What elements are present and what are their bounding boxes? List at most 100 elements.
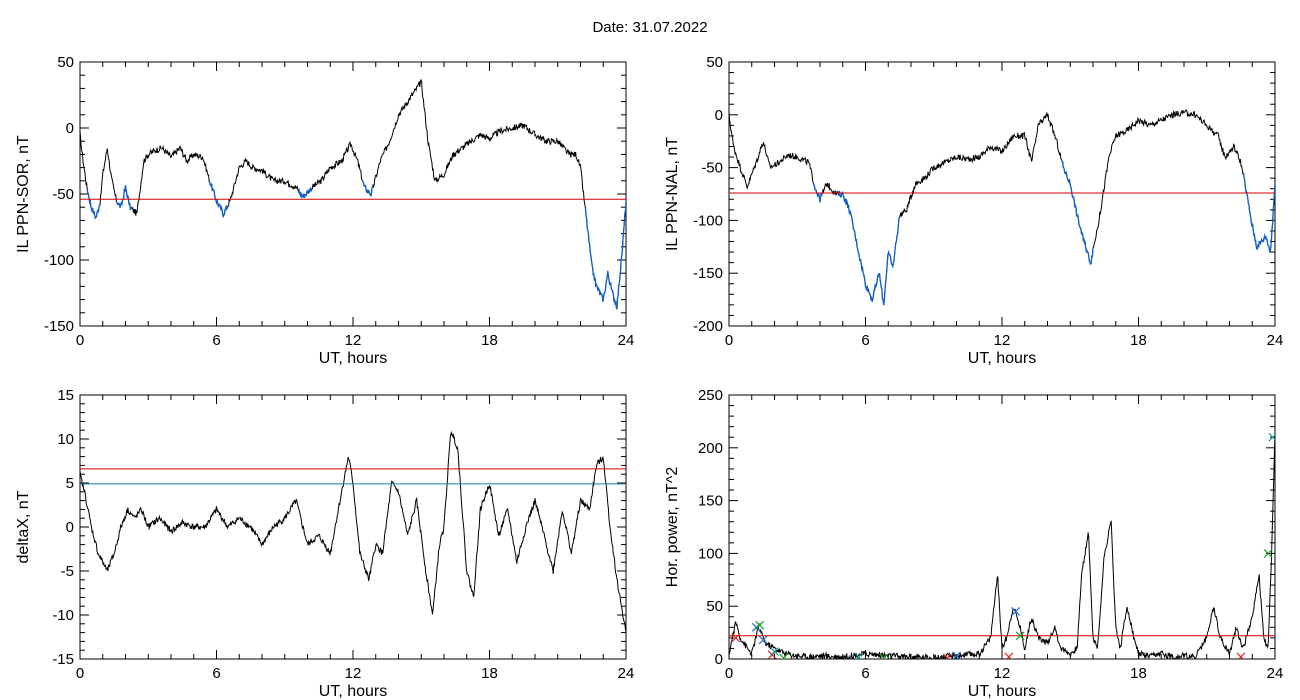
event-marker: [758, 635, 768, 645]
event-marker: [770, 647, 779, 657]
plot-frame: [728, 394, 1276, 660]
panel-sor: 0 6 12 18 24 50 0 -50 -100 -150 UT, hours IL PPN-SO…: [15, 54, 634, 367]
event-marker: [779, 653, 789, 659]
event-marker: [854, 652, 864, 659]
plot-body: [80, 79, 626, 310]
y-tick-label: 0: [715, 107, 723, 124]
x-tick-label: 18: [481, 332, 498, 349]
panel-power: 0 6 12 18 24 250 200 150 100 50 0 UT, hours Hor. pow…: [664, 387, 1283, 700]
event-marker: [1004, 652, 1014, 659]
y-tick-label: -200: [693, 318, 723, 335]
dip-segment: [115, 185, 133, 211]
y-tick-label: 50: [706, 598, 723, 615]
dip-segment: [1060, 159, 1094, 266]
event-marker: [1263, 548, 1273, 558]
dip-segment: [1242, 173, 1275, 253]
plot-frame: [79, 394, 627, 660]
plot-body: [80, 430, 626, 633]
marker-stroke: [855, 652, 864, 659]
marker-stroke: [758, 635, 768, 645]
y-tick-label: -150: [44, 318, 74, 335]
marker-stroke: [1268, 434, 1275, 442]
x-axis-label: UT, hours: [968, 683, 1036, 700]
date-label: Date:: [592, 19, 629, 36]
marker-stroke: [755, 620, 765, 630]
x-axis-label: UT, hours: [319, 350, 387, 367]
dip-segment: [209, 182, 229, 219]
y-tick-label: -100: [693, 212, 723, 229]
dip-segment: [297, 187, 313, 199]
marker-stroke: [1005, 652, 1014, 659]
y-tick-label: -50: [52, 186, 74, 203]
series-line: [729, 109, 1275, 306]
event-marker: [1268, 432, 1275, 442]
x-tick-label: 12: [345, 332, 362, 349]
panel-deltax: 0 6 12 18 24 15 10 5 0 -5 -10 -15 UT, hours deltaX, n…: [15, 387, 634, 700]
event-marker: [952, 651, 961, 659]
x-tick-label: 18: [1130, 665, 1147, 682]
x-axis-label: UT, hours: [319, 683, 387, 700]
marker-stroke: [952, 651, 961, 659]
y-tick-label: -15: [52, 651, 74, 668]
y-tick-label: 15: [57, 387, 74, 404]
y-tick-label: -10: [52, 607, 74, 624]
marker-stroke: [1263, 548, 1273, 558]
y-tick-label: -50: [701, 160, 723, 177]
x-tick-label: 0: [76, 665, 84, 682]
x-tick-label: 0: [725, 665, 733, 682]
series-line: [80, 79, 626, 310]
y-axis-label: IL PPN-NAL, nT: [664, 137, 681, 251]
y-tick-label: 250: [698, 387, 723, 404]
y-axis-label: IL PPN-SOR, nT: [15, 135, 32, 253]
marker-stroke: [770, 647, 779, 657]
y-tick-label: 10: [57, 431, 74, 448]
x-tick-label: 0: [76, 332, 84, 349]
x-tick-label: 6: [212, 332, 220, 349]
dip-segment: [837, 190, 901, 306]
y-axis-label: Hor. power, nT^2: [664, 467, 681, 588]
x-tick-label: 6: [861, 665, 869, 682]
x-tick-label: 0: [725, 332, 733, 349]
marker-stroke: [781, 653, 789, 659]
plot-body: [729, 431, 1275, 659]
dip-segment: [812, 182, 823, 203]
plot-frame: [79, 61, 627, 327]
y-tick-label: -5: [61, 563, 74, 580]
plot-body: [729, 109, 1275, 306]
event-marker: [1015, 631, 1025, 641]
x-tick-label: 24: [618, 665, 635, 682]
y-tick-label: 200: [698, 440, 723, 457]
dip-segment: [361, 179, 374, 197]
date-value: 31.07.2022: [632, 19, 708, 36]
y-tick-label: 0: [715, 651, 723, 668]
y-tick-label: -100: [44, 252, 74, 269]
x-tick-label: 24: [1267, 332, 1284, 349]
event-marker: [731, 633, 741, 643]
x-tick-label: 12: [994, 332, 1011, 349]
series-line: [80, 430, 626, 633]
event-marker: [1011, 607, 1021, 616]
y-axis-label: deltaX, nT: [15, 490, 32, 563]
event-marker: [879, 653, 889, 659]
marker-stroke: [1011, 607, 1021, 616]
x-tick-label: 12: [994, 665, 1011, 682]
event-marker: [1236, 652, 1246, 659]
dip-segment: [584, 200, 626, 310]
x-axis-label: UT, hours: [968, 350, 1036, 367]
y-tick-label: 100: [698, 545, 723, 562]
y-tick-label: 0: [66, 120, 74, 137]
x-tick-label: 24: [1267, 665, 1284, 682]
y-tick-label: 150: [698, 493, 723, 510]
marker-stroke: [1015, 631, 1025, 641]
event-marker: [755, 620, 765, 630]
marker-stroke: [1237, 652, 1246, 659]
x-tick-label: 12: [345, 665, 362, 682]
y-tick-label: 5: [66, 475, 74, 492]
plot-frame: [728, 61, 1276, 327]
x-tick-label: 6: [212, 665, 220, 682]
panel-nal: 0 6 12 18 24 50 0 -50 -100 -150 -200 UT, hours IL PP…: [664, 54, 1283, 367]
page-title: Date: 31.07.2022: [0, 19, 1300, 36]
y-tick-label: 0: [66, 519, 74, 536]
series-line: [729, 431, 1275, 659]
